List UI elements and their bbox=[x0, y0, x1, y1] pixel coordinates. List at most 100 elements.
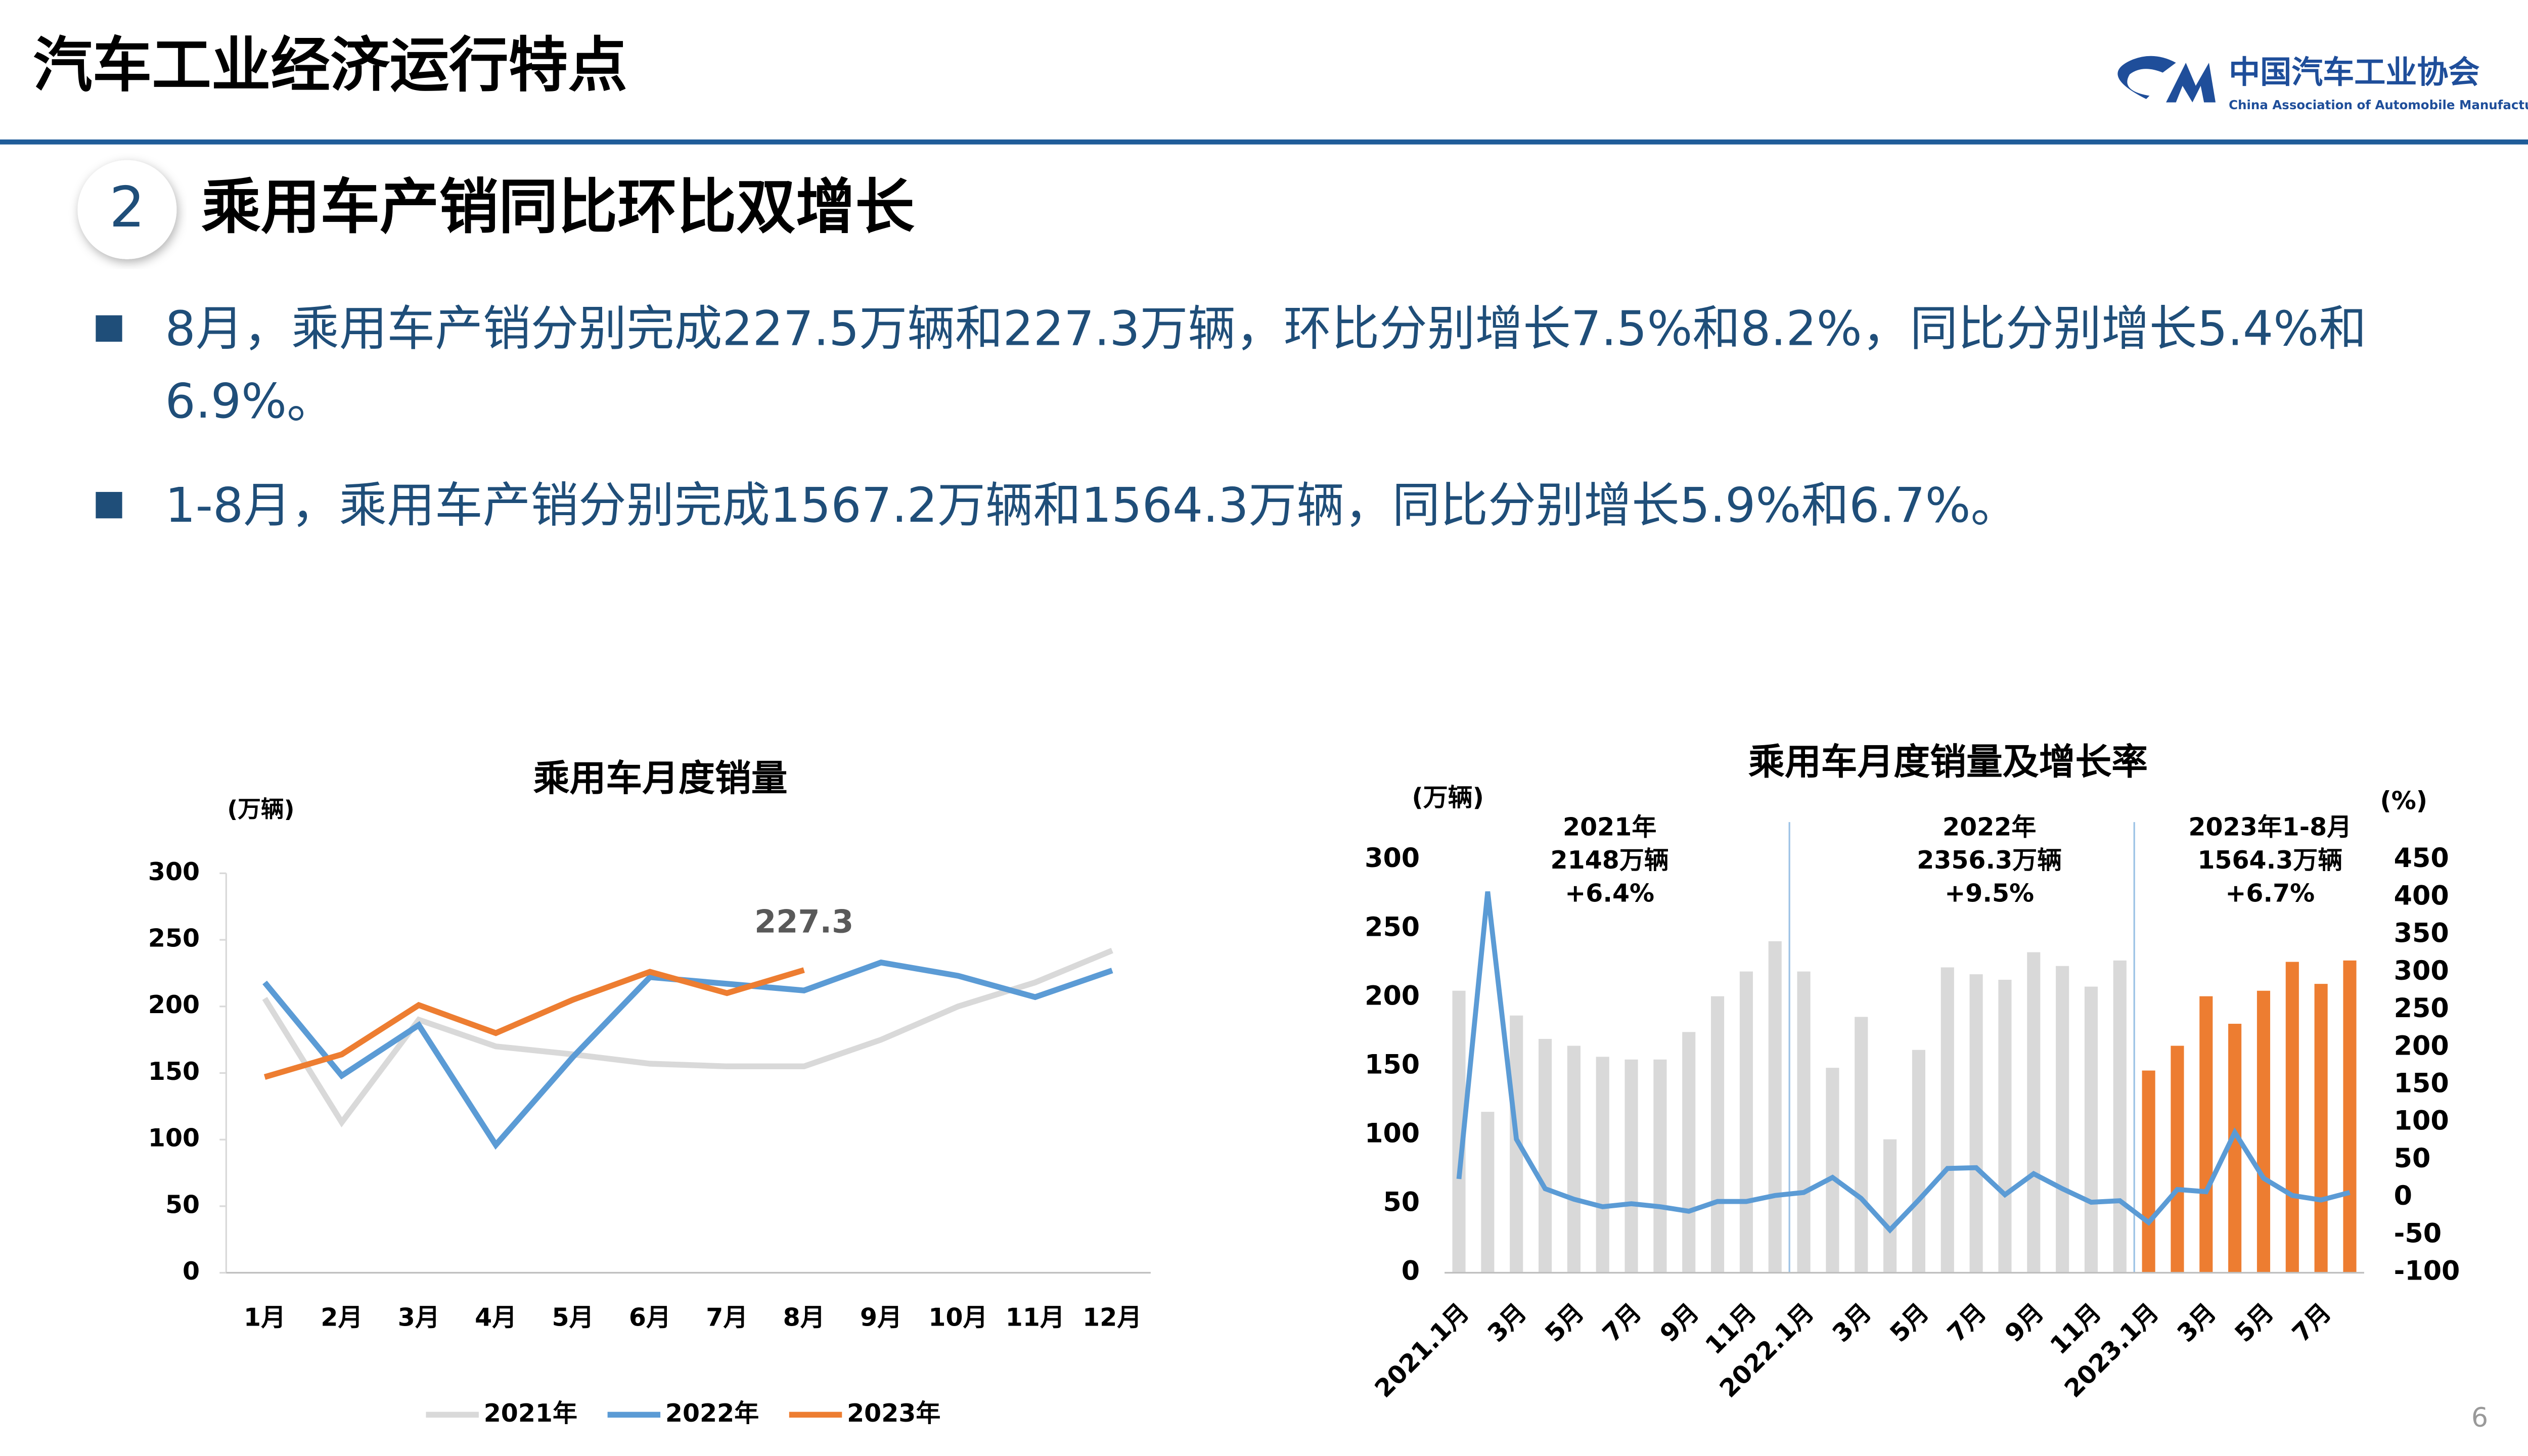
x-tick-label: 12月 bbox=[1082, 1303, 1142, 1332]
x-tick-label: 5月 bbox=[552, 1303, 594, 1332]
x-tick-label: 5月 bbox=[1884, 1298, 1934, 1348]
section-number: 2 bbox=[109, 175, 145, 240]
y2-tick-label: -50 bbox=[2394, 1218, 2442, 1249]
line-series bbox=[262, 947, 1113, 1128]
x-tick-label: 11月 bbox=[1006, 1303, 1065, 1332]
x-tick-label: 6月 bbox=[629, 1303, 671, 1332]
bar bbox=[1826, 1068, 1839, 1273]
y2-tick-label: 350 bbox=[2394, 919, 2449, 949]
x-tick-label: 7月 bbox=[2287, 1298, 2337, 1348]
y-tick-label: 100 bbox=[148, 1124, 200, 1153]
x-tick-label: 3月 bbox=[2172, 1298, 2222, 1348]
bar bbox=[1768, 941, 1782, 1273]
data-label: 227.3 bbox=[754, 903, 853, 940]
y2-tick-label: 250 bbox=[2394, 993, 2449, 1024]
x-tick-label: 7月 bbox=[1942, 1298, 1992, 1348]
chart-title: 乘用车月度销量及增长率 bbox=[1748, 740, 2148, 783]
bar bbox=[2285, 962, 2299, 1273]
x-tick-label: 7月 bbox=[706, 1303, 748, 1332]
x-tick-label: 9月 bbox=[1654, 1298, 1704, 1348]
bullet: 1-8月，乘用车产销分别完成1567.2万辆和1564.3万辆，同比分别增长5.… bbox=[165, 477, 2019, 533]
bar bbox=[1539, 1038, 1552, 1273]
bar bbox=[2314, 984, 2328, 1273]
bar bbox=[1624, 1059, 1638, 1273]
y2-tick-label: 200 bbox=[2394, 1031, 2449, 1061]
legend-label: 2022年 bbox=[665, 1399, 759, 1428]
y2-tick-label: 300 bbox=[2394, 956, 2449, 986]
y2-tick-label: 450 bbox=[2394, 843, 2449, 874]
y-tick-label: 0 bbox=[1402, 1256, 1420, 1287]
x-tick-label: 1月 bbox=[244, 1303, 286, 1332]
y2-tick-label: 150 bbox=[2394, 1068, 2449, 1099]
bullet-marker bbox=[96, 315, 122, 342]
x-tick-label: 3月 bbox=[1482, 1298, 1532, 1348]
x-tick-label: 9月 bbox=[860, 1303, 902, 1332]
y-axis-label: (万辆) bbox=[227, 796, 294, 823]
x-tick-label: 5月 bbox=[2229, 1298, 2279, 1348]
bullet-marker bbox=[96, 492, 122, 519]
y2-axis-label: (%) bbox=[2380, 786, 2427, 815]
bar bbox=[2343, 960, 2357, 1273]
y-tick-label: 50 bbox=[1383, 1187, 1420, 1217]
x-tick-label: 3月 bbox=[398, 1303, 440, 1332]
bar bbox=[2199, 996, 2213, 1273]
y-tick-label: 200 bbox=[1365, 981, 1420, 1011]
logo bbox=[2117, 56, 2216, 103]
bar bbox=[1969, 974, 1983, 1273]
annotation: +9.5% bbox=[1945, 879, 2034, 907]
x-tick-label: 2月 bbox=[321, 1303, 363, 1332]
x-tick-label: 3月 bbox=[1827, 1298, 1877, 1348]
bar bbox=[2228, 1024, 2242, 1273]
y-tick-label: 300 bbox=[1365, 843, 1420, 874]
bullet: 8月，乘用车产销分别完成227.5万辆和227.3万辆，环比分别增长7.5%和8… bbox=[165, 300, 2367, 429]
org-name: 中国汽车工业协会 bbox=[2229, 54, 2479, 90]
annotation: 2023年1-8月 bbox=[2188, 813, 2352, 842]
bar bbox=[2171, 1045, 2184, 1273]
annotation: 2021年 bbox=[1563, 813, 1656, 842]
bar bbox=[2056, 966, 2069, 1273]
annotation: +6.7% bbox=[2225, 879, 2315, 907]
bar bbox=[1855, 1017, 1868, 1273]
bar bbox=[2084, 986, 2098, 1273]
annotation: 1564.3万辆 bbox=[2197, 846, 2342, 875]
bar bbox=[1940, 967, 1954, 1273]
legend-label: 2023年 bbox=[847, 1399, 940, 1428]
bar bbox=[2256, 990, 2271, 1273]
y-tick-label: 150 bbox=[148, 1057, 200, 1086]
annotation: 2148万辆 bbox=[1551, 846, 1669, 875]
y2-tick-label: 50 bbox=[2394, 1144, 2431, 1174]
line-series bbox=[263, 967, 805, 1080]
y-tick-label: 200 bbox=[148, 990, 200, 1019]
bar bbox=[1567, 1045, 1581, 1273]
bar bbox=[1596, 1057, 1609, 1273]
bar bbox=[1711, 996, 1725, 1273]
y2-tick-label: -100 bbox=[2394, 1256, 2460, 1287]
y-tick-label: 100 bbox=[1365, 1118, 1420, 1149]
x-tick-label: 2021.1月 bbox=[1369, 1298, 1475, 1403]
annotation: +6.4% bbox=[1565, 879, 1654, 907]
y-tick-label: 250 bbox=[148, 924, 200, 953]
annotation: 2022年 bbox=[1943, 813, 2036, 842]
y-tick-label: 150 bbox=[1365, 1050, 1420, 1080]
bar bbox=[1912, 1050, 1926, 1273]
page-number: 6 bbox=[2471, 1403, 2488, 1433]
y2-tick-label: 400 bbox=[2394, 881, 2449, 911]
org-name-en: China Association of Automobile Manufact… bbox=[2229, 98, 2528, 112]
chart-title: 乘用车月度销量 bbox=[533, 757, 788, 799]
bar bbox=[1739, 971, 1753, 1273]
bar bbox=[1481, 1112, 1495, 1273]
y-tick-label: 300 bbox=[148, 857, 200, 886]
bar bbox=[1883, 1139, 1897, 1273]
slide-title: 汽车工业经济运行特点 bbox=[33, 30, 627, 100]
section-title: 乘用车产销同比环比双增长 bbox=[201, 172, 915, 242]
y-axis-label: (万辆) bbox=[1412, 783, 1484, 812]
x-tick-label: 8月 bbox=[783, 1303, 825, 1332]
section-badge bbox=[77, 160, 177, 259]
bar bbox=[1682, 1032, 1696, 1273]
y2-tick-label: 0 bbox=[2394, 1181, 2412, 1211]
bar bbox=[2113, 960, 2127, 1273]
x-tick-label: 9月 bbox=[1999, 1298, 2049, 1348]
bar bbox=[2027, 952, 2041, 1273]
